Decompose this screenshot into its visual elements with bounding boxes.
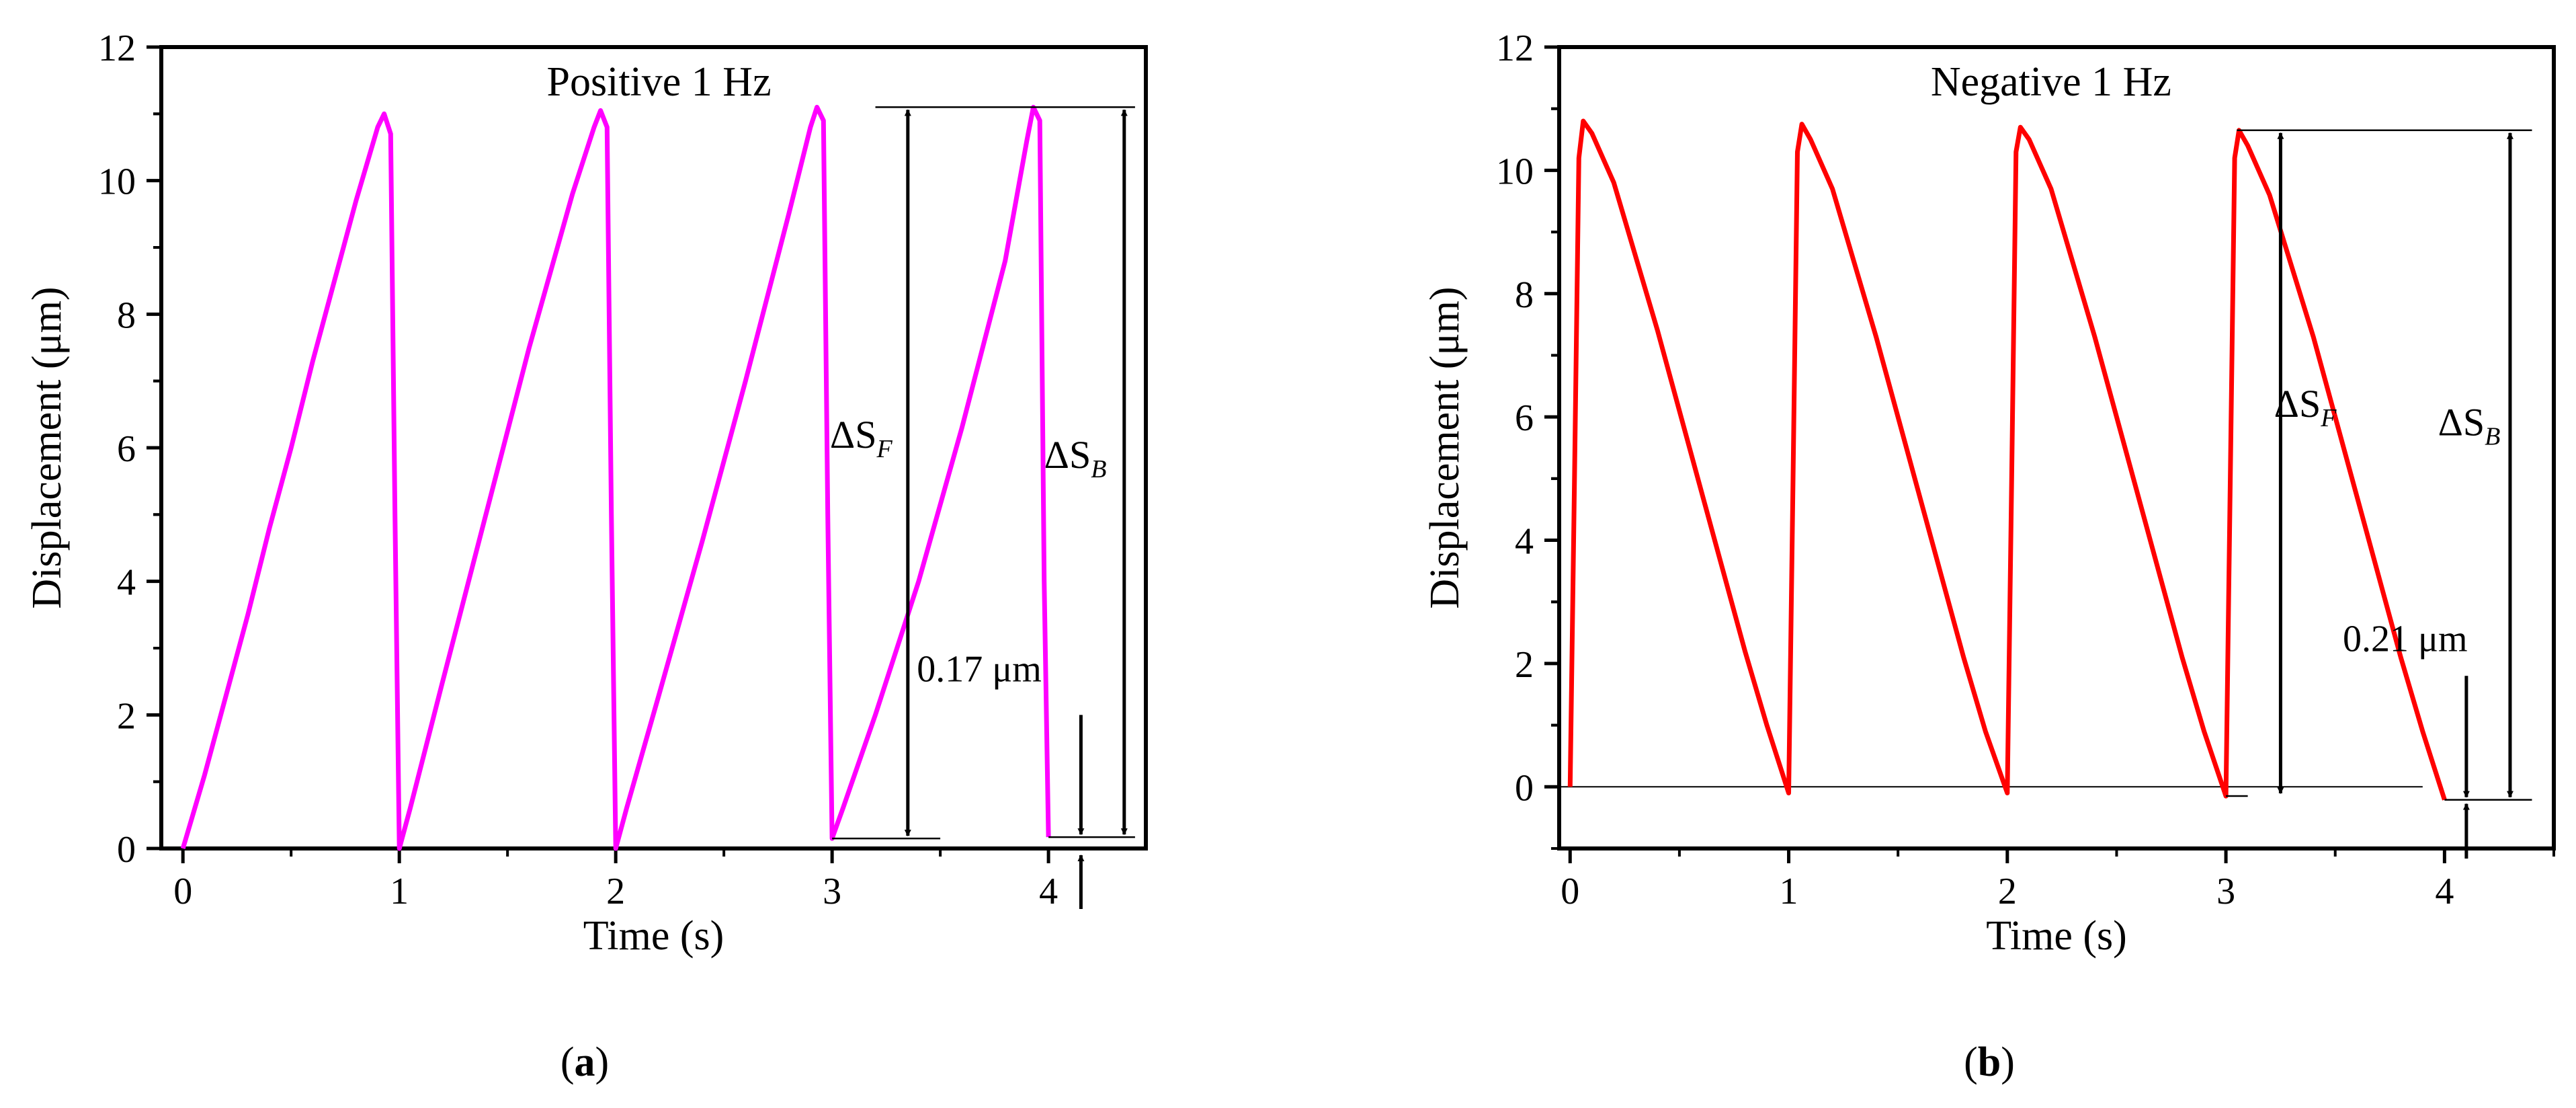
panel-b-y-tick-label-6: 6	[1515, 397, 1534, 439]
panel-a-series-line	[180, 104, 1051, 851]
panel-b-series-line	[1567, 118, 2447, 801]
panel-a-y-tick-label-8: 8	[117, 294, 136, 336]
panel-a-x-axis-label: Time (s)	[583, 913, 724, 959]
panel-b-x-tick-label-4: 4	[2435, 871, 2454, 912]
panel-b-x-tick-label-3: 3	[2216, 871, 2235, 912]
panel-b-x-tick-label-1: 1	[1780, 871, 1798, 912]
panel-a-y-tick-label-6: 6	[117, 428, 136, 470]
panel-a-sb-label: ΔSB	[1044, 433, 1107, 483]
panel-a-y-tick-label-12: 12	[98, 28, 136, 69]
panel-a-plot-frame	[159, 45, 1148, 850]
panel-b-sf-label: ΔSF	[2274, 382, 2337, 432]
panel-a-x-tick-label-4: 4	[1039, 871, 1058, 912]
panel-a-x-tick-label-2: 2	[606, 871, 625, 912]
panel-b-x-tick-label-2: 2	[1998, 871, 2017, 912]
panel-b-y-axis-label: Displacement (μm)	[1422, 286, 1468, 608]
panel-b-chart-title: Negative 1 Hz	[1931, 59, 2171, 105]
panel-b-y-tick-label-8: 8	[1515, 274, 1534, 316]
panel-b-y-tick-label-2: 2	[1515, 644, 1534, 686]
panel-a-y-tick-label-10: 10	[98, 161, 136, 203]
panel-b-caption: (b)	[1964, 1039, 2015, 1085]
panel-a-x-tick-label-3: 3	[823, 871, 841, 912]
panel-b-x-axis-label: Time (s)	[1986, 913, 2127, 959]
panel-b-offset-label: 0.21 μm	[2343, 619, 2468, 660]
panel-b-x-tick-label-0: 0	[1561, 871, 1579, 912]
panel-b-sb-label: ΔSB	[2438, 401, 2501, 451]
panel-b-plot-frame	[1557, 45, 2556, 850]
panel-b-y-tick-label-10: 10	[1496, 151, 1534, 192]
panel-a-chart-title: Positive 1 Hz	[546, 59, 771, 105]
panel-a-offset-label: 0.17 μm	[917, 649, 1042, 690]
panel-a-y-tick-label-2: 2	[117, 695, 136, 737]
panel-b-y-tick-label-0: 0	[1515, 767, 1534, 809]
panel-b-y-tick-label-12: 12	[1496, 28, 1534, 69]
panel-a-y-axis-label: Displacement (μm)	[24, 286, 70, 608]
panel-a-y-tick-label-4: 4	[117, 562, 136, 604]
panel-a-caption: (a)	[560, 1039, 609, 1085]
panel-a-sf-label: ΔSF	[830, 413, 893, 463]
panel-a-x-tick-label-0: 0	[173, 871, 192, 912]
panel-b-y-tick-label-4: 4	[1515, 521, 1534, 563]
panel-a-x-tick-label-1: 1	[390, 871, 409, 912]
panel-a-y-tick-label-0: 0	[117, 829, 136, 871]
